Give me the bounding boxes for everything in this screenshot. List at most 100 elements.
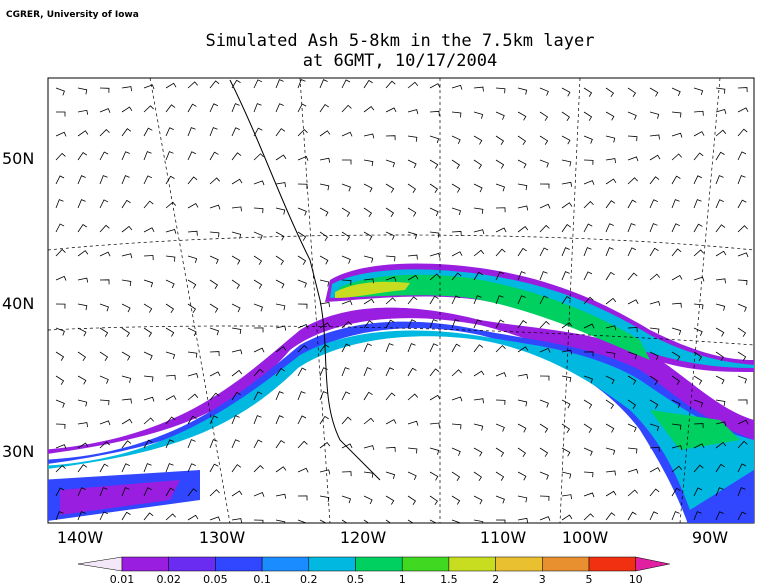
wind-barb	[319, 519, 327, 523]
wind-barb	[407, 207, 417, 217]
wind-barb	[517, 271, 526, 281]
wind-barb	[77, 152, 88, 161]
wind-barb	[187, 463, 196, 473]
wind-barb	[737, 87, 748, 93]
wind-barb	[539, 399, 549, 408]
wind-barb	[671, 465, 683, 473]
wind-barb	[671, 153, 683, 161]
colorbar-label: 5	[586, 573, 593, 586]
wind-barb	[627, 468, 639, 474]
wind-barb	[539, 495, 550, 501]
wind-barb	[121, 327, 130, 338]
wind-barb	[649, 134, 660, 140]
wind-barb	[319, 207, 329, 217]
wind-barb	[385, 319, 395, 329]
wind-barb	[253, 415, 262, 425]
wind-barb	[517, 399, 528, 407]
wind-barb	[539, 295, 549, 305]
lon-label: 90W	[692, 528, 728, 547]
wind-barb	[429, 231, 440, 238]
wind-barb	[561, 224, 572, 233]
wind-barb	[143, 151, 152, 161]
colorbar-swatch	[261, 556, 310, 572]
wind-barb	[451, 319, 460, 329]
wind-barb	[385, 446, 396, 452]
map-frame	[47, 77, 755, 524]
wind-barb	[517, 159, 527, 169]
wind-barb	[561, 375, 572, 383]
wind-barb	[253, 327, 264, 333]
wind-barb	[319, 104, 330, 113]
wind-barb	[143, 84, 155, 90]
wind-barb	[99, 420, 111, 426]
wind-barb	[473, 135, 483, 145]
wind-barb	[715, 327, 725, 337]
wind-barb	[583, 159, 594, 165]
wind-barb	[495, 519, 506, 523]
wind-barb	[407, 367, 417, 377]
wind-barb	[627, 327, 638, 333]
plume	[48, 78, 754, 523]
wind-barb	[539, 111, 549, 121]
wind-barb	[55, 375, 65, 385]
wind-barb	[143, 255, 154, 261]
wind-barb	[253, 439, 263, 449]
wind-barb	[473, 229, 485, 235]
wind-barb	[275, 303, 286, 311]
wind-barb	[583, 471, 594, 478]
wind-barb	[627, 511, 637, 521]
wind-barb	[385, 392, 396, 401]
wind-barb	[341, 443, 353, 449]
wind-barb	[165, 127, 174, 137]
wind-barb	[671, 445, 683, 450]
wind-barb	[715, 511, 724, 521]
wind-barb	[231, 391, 241, 401]
wind-barb	[165, 374, 176, 380]
wind-barb	[319, 322, 331, 329]
wind-barb	[539, 447, 549, 457]
wind-barb	[319, 302, 331, 307]
wind-barb	[517, 517, 529, 523]
wind-barb	[649, 511, 659, 521]
wind-barb	[627, 247, 637, 257]
wind-barb	[473, 423, 484, 431]
wind-barb	[583, 247, 592, 257]
wind-barb	[253, 368, 264, 377]
wind-barb	[385, 80, 396, 89]
colorbar-swatch	[168, 556, 216, 572]
wind-barb	[341, 321, 352, 329]
wind-barb	[605, 87, 614, 98]
wind-barb	[429, 519, 437, 523]
wind-barb	[407, 296, 418, 305]
wind-barb	[605, 423, 615, 433]
wind-barb	[693, 375, 703, 385]
wind-barb	[473, 319, 482, 329]
wind-barb	[495, 399, 506, 405]
wind-barb	[671, 351, 681, 361]
wind-barb	[605, 158, 616, 164]
wind-barb	[297, 391, 306, 401]
wind-barb	[385, 519, 392, 523]
wind-barb	[209, 489, 220, 497]
wind-barb	[605, 375, 615, 385]
wind-barb	[517, 247, 527, 257]
wind-barb	[495, 227, 507, 233]
wind-barb	[231, 79, 241, 89]
wind-barb	[737, 440, 748, 449]
wind-barb	[429, 447, 440, 455]
wind-barb	[231, 127, 240, 137]
wind-barb	[495, 295, 504, 305]
wind-barb	[77, 130, 89, 137]
wind-barb	[451, 183, 461, 193]
wind-barb	[363, 159, 374, 167]
colorbar-label: 0.2	[300, 573, 318, 586]
wind-barb	[253, 103, 262, 113]
wind-barb	[253, 207, 264, 214]
wind-barb	[363, 231, 373, 241]
wind-barb	[99, 399, 110, 406]
wind-barb	[165, 228, 177, 234]
wind-barb	[561, 322, 573, 329]
wind-barb	[429, 471, 439, 481]
wind-barb	[561, 111, 570, 122]
wind-barb	[385, 107, 397, 113]
